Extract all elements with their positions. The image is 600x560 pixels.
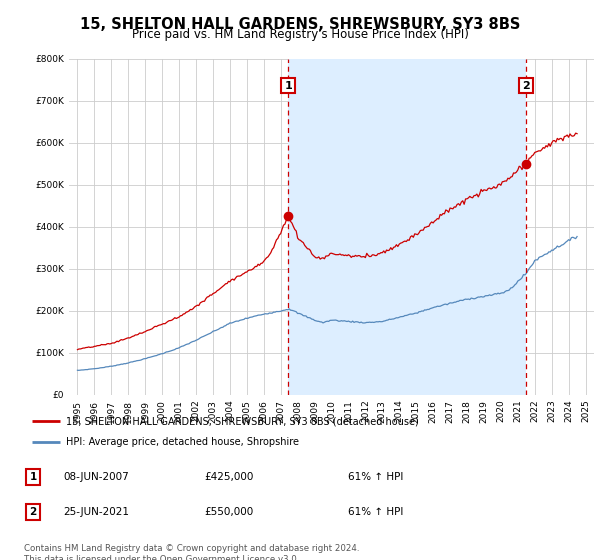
Text: Contains HM Land Registry data © Crown copyright and database right 2024.
This d: Contains HM Land Registry data © Crown c… xyxy=(24,544,359,560)
Text: 25-JUN-2021: 25-JUN-2021 xyxy=(63,507,129,517)
Text: 1: 1 xyxy=(284,81,292,91)
Text: 2: 2 xyxy=(29,507,37,517)
Text: 1: 1 xyxy=(29,472,37,482)
Text: 15, SHELTON HALL GARDENS, SHREWSBURY, SY3 8BS (detached house): 15, SHELTON HALL GARDENS, SHREWSBURY, SY… xyxy=(66,416,419,426)
Text: £425,000: £425,000 xyxy=(204,472,253,482)
Text: Price paid vs. HM Land Registry's House Price Index (HPI): Price paid vs. HM Land Registry's House … xyxy=(131,28,469,41)
Bar xyxy=(288,59,526,395)
Text: £550,000: £550,000 xyxy=(204,507,253,517)
Text: 15, SHELTON HALL GARDENS, SHREWSBURY, SY3 8BS: 15, SHELTON HALL GARDENS, SHREWSBURY, SY… xyxy=(80,17,520,32)
Text: 61% ↑ HPI: 61% ↑ HPI xyxy=(348,472,403,482)
Text: 08-JUN-2007: 08-JUN-2007 xyxy=(63,472,129,482)
Text: HPI: Average price, detached house, Shropshire: HPI: Average price, detached house, Shro… xyxy=(66,437,299,447)
Text: 61% ↑ HPI: 61% ↑ HPI xyxy=(348,507,403,517)
Text: 2: 2 xyxy=(522,81,530,91)
